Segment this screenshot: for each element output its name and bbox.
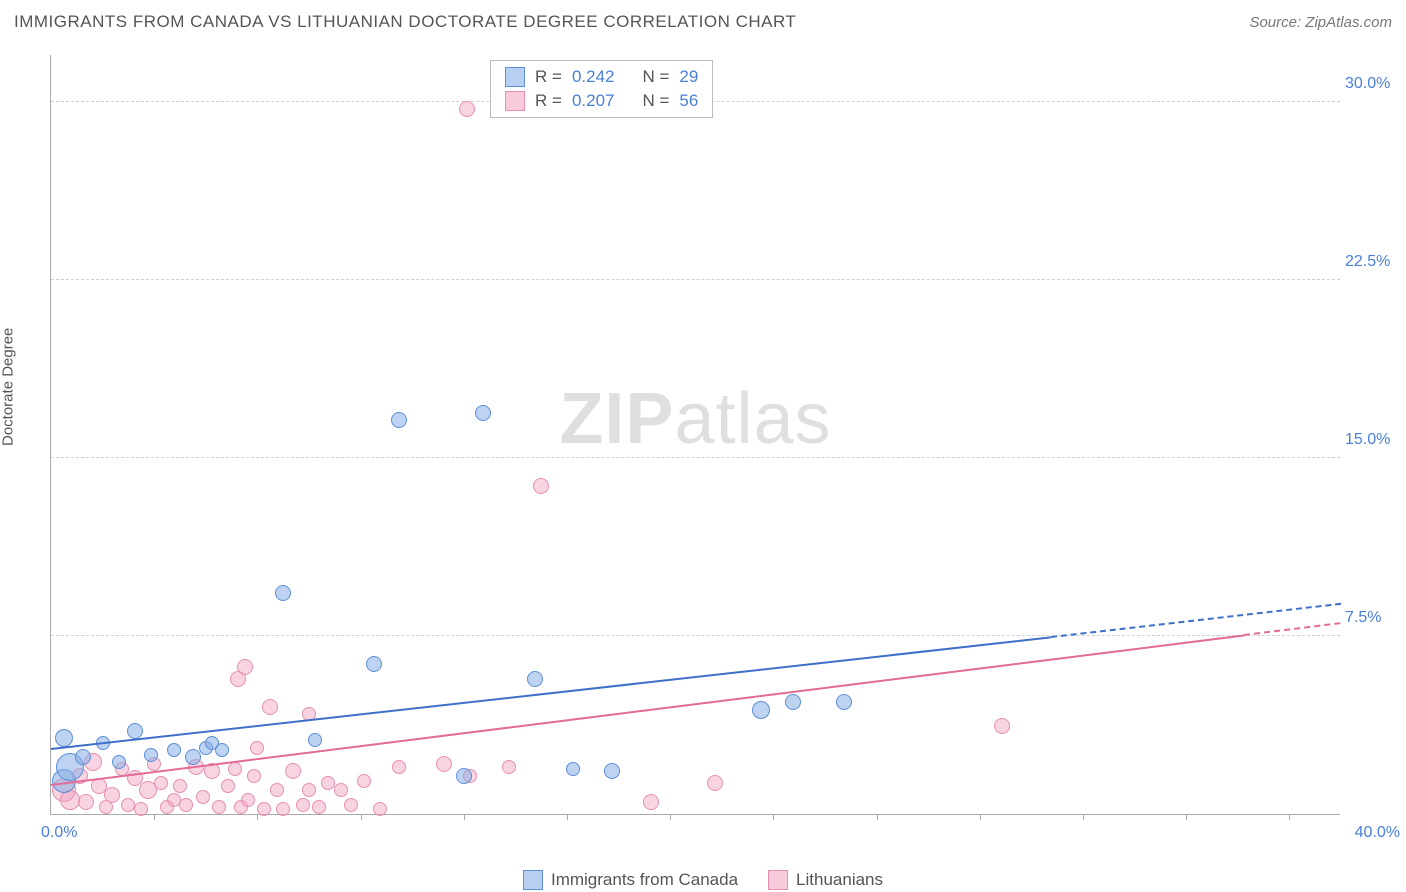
data-point — [221, 779, 235, 793]
scatter-plot: ZIPatlas 0.0% 40.0% 7.5%15.0%22.5%30.0% — [50, 55, 1340, 815]
stats-legend: R = 0.242 N = 29 R = 0.207 N = 56 — [490, 60, 713, 118]
title-bar: IMMIGRANTS FROM CANADA VS LITHUANIAN DOC… — [14, 12, 1392, 32]
data-point — [167, 743, 181, 757]
data-point — [994, 718, 1010, 734]
data-point — [502, 760, 516, 774]
x-tick — [361, 814, 362, 820]
y-tick-label: 22.5% — [1345, 253, 1400, 271]
data-point — [643, 794, 659, 810]
x-tick — [1186, 814, 1187, 820]
data-point — [127, 723, 143, 739]
chart-title: IMMIGRANTS FROM CANADA VS LITHUANIAN DOC… — [14, 12, 796, 32]
data-point — [167, 793, 181, 807]
data-point — [391, 412, 407, 428]
data-point — [247, 769, 261, 783]
data-point — [302, 783, 316, 797]
legend-item-pink: Lithuanians — [768, 870, 883, 890]
x-tick — [464, 814, 465, 820]
gridline — [51, 635, 1340, 636]
y-tick-label: 30.0% — [1345, 75, 1400, 93]
data-point — [527, 671, 543, 687]
trend-line-extrapolated — [1244, 622, 1341, 636]
data-point — [275, 585, 291, 601]
x-tick — [980, 814, 981, 820]
data-point — [312, 800, 326, 814]
x-tick — [1289, 814, 1290, 820]
stats-row-pink: R = 0.207 N = 56 — [491, 89, 712, 113]
data-point — [262, 699, 278, 715]
data-point — [185, 749, 201, 765]
data-point — [436, 756, 452, 772]
data-point — [228, 762, 242, 776]
data-point — [604, 763, 620, 779]
data-point — [285, 763, 301, 779]
swatch-icon — [768, 870, 788, 890]
data-point — [104, 787, 120, 803]
data-point — [179, 798, 193, 812]
data-point — [321, 776, 335, 790]
data-point — [276, 802, 290, 816]
data-point — [475, 405, 491, 421]
data-point — [566, 762, 580, 776]
data-point — [121, 798, 135, 812]
watermark: ZIPatlas — [559, 378, 831, 460]
data-point — [459, 101, 475, 117]
data-point — [752, 701, 770, 719]
data-point — [237, 659, 253, 675]
data-point — [173, 779, 187, 793]
data-point — [308, 733, 322, 747]
data-point — [250, 741, 264, 755]
data-point — [392, 760, 406, 774]
data-point — [154, 776, 168, 790]
y-axis-label: Doctorate Degree — [0, 328, 17, 446]
data-point — [215, 743, 229, 757]
data-point — [836, 694, 852, 710]
data-point — [366, 656, 382, 672]
x-axis-end-label: 40.0% — [1355, 824, 1400, 842]
data-point — [134, 802, 148, 816]
x-tick — [773, 814, 774, 820]
swatch-icon — [505, 67, 525, 87]
data-point — [785, 694, 801, 710]
legend-item-blue: Immigrants from Canada — [523, 870, 738, 890]
data-point — [60, 790, 80, 810]
x-tick — [670, 814, 671, 820]
source-attribution: Source: ZipAtlas.com — [1249, 14, 1392, 31]
data-point — [55, 729, 73, 747]
swatch-icon — [523, 870, 543, 890]
data-point — [241, 793, 255, 807]
data-point — [257, 802, 271, 816]
series-legend: Immigrants from Canada Lithuanians — [0, 870, 1406, 890]
data-point — [357, 774, 371, 788]
data-point — [112, 755, 126, 769]
data-point — [296, 798, 310, 812]
swatch-icon — [505, 91, 525, 111]
x-axis-start-label: 0.0% — [41, 824, 77, 842]
data-point — [334, 783, 348, 797]
data-point — [344, 798, 358, 812]
data-point — [75, 749, 91, 765]
trend-line — [51, 634, 1244, 786]
data-point — [78, 794, 94, 810]
data-point — [373, 802, 387, 816]
data-point — [270, 783, 284, 797]
y-tick-label: 7.5% — [1345, 609, 1400, 627]
data-point — [533, 478, 549, 494]
trend-line-extrapolated — [1051, 603, 1341, 638]
gridline — [51, 279, 1340, 280]
gridline — [51, 457, 1340, 458]
x-tick — [257, 814, 258, 820]
x-tick — [877, 814, 878, 820]
stats-row-blue: R = 0.242 N = 29 — [491, 65, 712, 89]
x-tick — [1083, 814, 1084, 820]
x-tick — [154, 814, 155, 820]
y-tick-label: 15.0% — [1345, 431, 1400, 449]
data-point — [456, 768, 472, 784]
data-point — [144, 748, 158, 762]
trend-line — [51, 636, 1051, 750]
data-point — [212, 800, 226, 814]
data-point — [707, 775, 723, 791]
data-point — [196, 790, 210, 804]
x-tick — [567, 814, 568, 820]
